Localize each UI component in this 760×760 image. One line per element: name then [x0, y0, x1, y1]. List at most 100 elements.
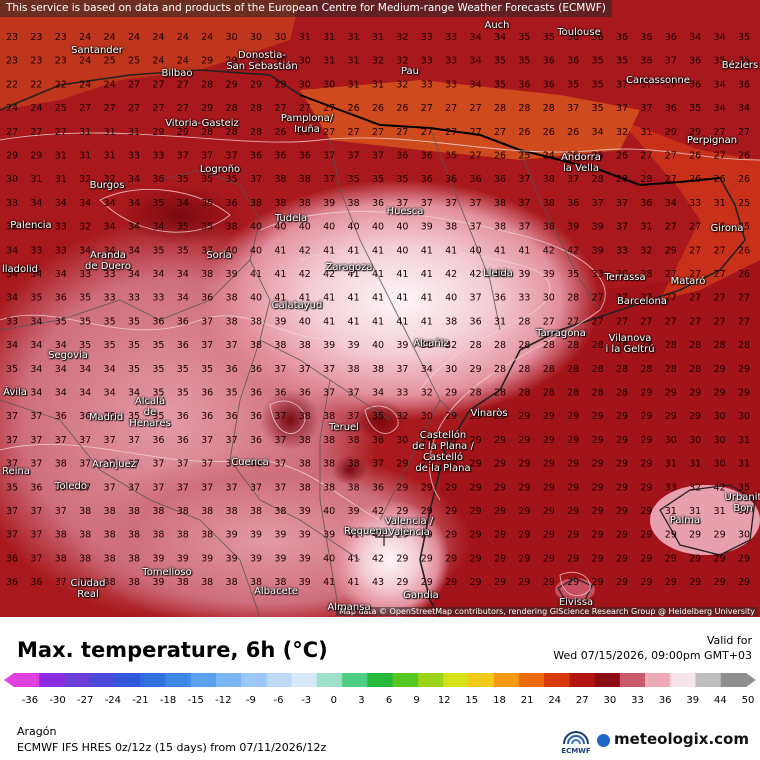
grid-value: 38 — [152, 506, 164, 517]
grid-value: 27 — [665, 174, 677, 185]
grid-value: 31 — [689, 506, 701, 517]
grid-value: 38 — [55, 530, 67, 541]
grid-value: 35 — [592, 79, 604, 90]
city-label-lleida: Lleida — [483, 268, 513, 279]
grid-value: 38 — [299, 198, 311, 209]
grid-value: 35 — [445, 151, 457, 162]
grid-value: 28 — [640, 269, 652, 280]
grid-value: 36 — [250, 388, 262, 399]
grid-value: 36 — [226, 198, 238, 209]
grid-value: 38 — [250, 198, 262, 209]
city-label-vilanova: Vilanova i la Geltrú — [605, 333, 655, 355]
grid-value: 38 — [177, 577, 189, 588]
grid-value: 37 — [592, 198, 604, 209]
legend-color-swatch — [291, 673, 318, 687]
grid-value: 26 — [738, 151, 750, 162]
grid-value: 41 — [372, 316, 384, 327]
grid-value: 29 — [201, 56, 213, 67]
grid-value: 37 — [616, 222, 628, 233]
grid-value: 41 — [396, 293, 408, 304]
grid-value: 37 — [6, 530, 18, 541]
grid-value: 36 — [6, 577, 18, 588]
legend-tick-label: 12 — [437, 695, 451, 706]
grid-value: 29 — [445, 459, 457, 470]
grid-value: 33 — [152, 151, 164, 162]
grid-value: 24 — [30, 103, 42, 114]
grid-value: 34 — [177, 198, 189, 209]
grid-value: 34 — [79, 245, 91, 256]
grid-value: 36 — [372, 198, 384, 209]
grid-value: 34 — [177, 293, 189, 304]
grid-value: 37 — [128, 435, 140, 446]
city-label-tomelloso: Tomelloso — [142, 567, 192, 578]
city-label-terrassa: Terrassa — [604, 272, 646, 283]
grid-value: 40 — [372, 222, 384, 233]
grid-value: 29 — [640, 388, 652, 399]
city-label-almansa: Almansa — [327, 602, 371, 613]
grid-value: 29 — [714, 388, 726, 399]
grid-value: 34 — [30, 269, 42, 280]
model-run-info: ECMWF IFS HRES 0z/12z (15 days) from 07/… — [17, 741, 327, 754]
grid-value: 38 — [250, 577, 262, 588]
grid-value: 29 — [543, 530, 555, 541]
grid-value: 27 — [177, 79, 189, 90]
grid-value: 41 — [348, 530, 360, 541]
color-legend-bar — [4, 673, 756, 687]
grid-value: 38 — [250, 506, 262, 517]
grid-value: 38 — [177, 506, 189, 517]
grid-value: 34 — [6, 269, 18, 280]
mountain-dark-2 — [260, 390, 320, 450]
grid-value: 34 — [421, 364, 433, 375]
grid-value: 31 — [128, 127, 140, 138]
grid-value: 38 — [104, 530, 116, 541]
grid-value: 36 — [470, 316, 482, 327]
grid-value: 37 — [226, 151, 238, 162]
legend-tick-label: -18 — [159, 695, 177, 706]
grid-value: 32 — [396, 411, 408, 422]
grid-value: 40 — [323, 222, 335, 233]
legend-color-swatch — [443, 673, 469, 687]
grid-value: 34 — [592, 127, 604, 138]
temperature-map[interactable]: 23 23 23 24 24 24 24 24 24 30 30 30 31 31 31 31 32 33 33 34… — [0, 0, 760, 617]
grid-value: 31 — [55, 151, 67, 162]
city-label-toulouse: Toulouse — [557, 27, 601, 38]
grid-value: 35 — [128, 364, 140, 375]
grid-value: 25 — [518, 151, 530, 162]
grid-value: 35 — [592, 56, 604, 67]
grid-value: 29 — [421, 459, 433, 470]
legend-color-swatch — [39, 673, 66, 687]
grid-value: 29 — [640, 577, 652, 588]
grid-value: 29 — [567, 506, 579, 517]
grid-value: 39 — [226, 553, 238, 564]
grid-value: 37 — [372, 151, 384, 162]
grid-value: 33 — [445, 79, 457, 90]
grid-value: 27 — [714, 293, 726, 304]
legend-tick-label: 50 — [741, 695, 755, 706]
grid-value: 39 — [177, 553, 189, 564]
grid-value: 36 — [152, 174, 164, 185]
map-attribution[interactable]: Map data © OpenStreetMap contributors, r… — [336, 607, 758, 616]
grid-value: 30 — [714, 411, 726, 422]
legend-tick-label: 6 — [385, 695, 393, 706]
grid-value: 42 — [714, 482, 726, 493]
grid-value: 31 — [79, 151, 91, 162]
grid-value: 35 — [543, 32, 555, 43]
grid-value: 36 — [226, 411, 238, 422]
grid-value: 29 — [445, 530, 457, 541]
grid-value: 23 — [55, 56, 67, 67]
grid-value: 27 — [30, 127, 42, 138]
grid-value: 28 — [543, 364, 555, 375]
grid-value: 36 — [177, 340, 189, 351]
meteologix-brand[interactable]: meteologix.com — [614, 730, 749, 748]
grid-value: 29 — [494, 553, 506, 564]
grid-value: 27 — [396, 127, 408, 138]
grid-value: 29 — [665, 245, 677, 256]
legend-color-swatch — [64, 673, 91, 687]
grid-value: 38 — [226, 577, 238, 588]
grid-value: 38 — [348, 459, 360, 470]
grid-value: 29 — [640, 435, 652, 446]
grid-value: 27 — [55, 127, 67, 138]
grid-value: 28 — [616, 364, 628, 375]
grid-value: 35 — [152, 411, 164, 422]
grid-value: 35 — [177, 174, 189, 185]
